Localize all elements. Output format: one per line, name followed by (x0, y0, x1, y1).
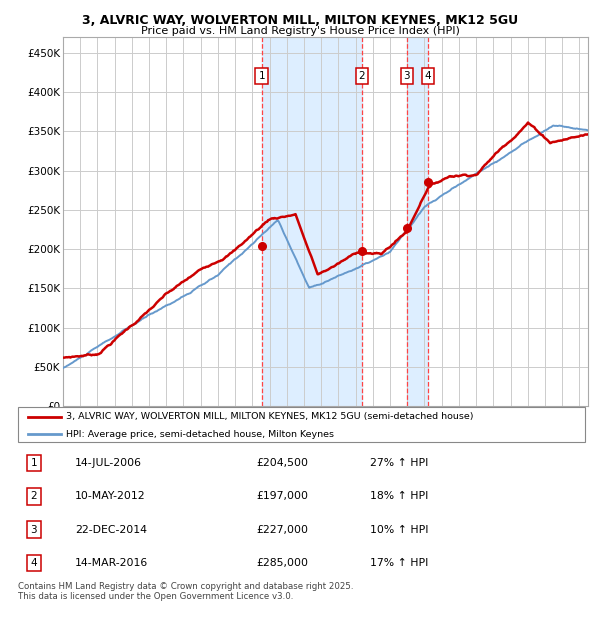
Text: 22-DEC-2014: 22-DEC-2014 (75, 525, 146, 534)
Text: 18% ↑ HPI: 18% ↑ HPI (370, 492, 428, 502)
Text: 2: 2 (359, 71, 365, 81)
Text: 27% ↑ HPI: 27% ↑ HPI (370, 458, 428, 468)
Text: £197,000: £197,000 (256, 492, 308, 502)
FancyBboxPatch shape (18, 407, 585, 442)
Bar (407, 37, 428, 406)
Text: £227,000: £227,000 (256, 525, 308, 534)
Bar (262, 37, 362, 406)
Text: £285,000: £285,000 (256, 558, 308, 568)
Text: 14-JUL-2006: 14-JUL-2006 (75, 458, 142, 468)
Text: 1: 1 (259, 71, 265, 81)
Text: Price paid vs. HM Land Registry's House Price Index (HPI): Price paid vs. HM Land Registry's House … (140, 26, 460, 36)
Text: 2: 2 (31, 492, 37, 502)
Text: 10-MAY-2012: 10-MAY-2012 (75, 492, 145, 502)
Text: 10% ↑ HPI: 10% ↑ HPI (370, 525, 428, 534)
Text: 1: 1 (31, 458, 37, 468)
Text: 14-MAR-2016: 14-MAR-2016 (75, 558, 148, 568)
Text: 17% ↑ HPI: 17% ↑ HPI (370, 558, 428, 568)
Text: 3, ALVRIC WAY, WOLVERTON MILL, MILTON KEYNES, MK12 5GU (semi-detached house): 3, ALVRIC WAY, WOLVERTON MILL, MILTON KE… (66, 412, 473, 421)
Text: 3: 3 (404, 71, 410, 81)
Text: £204,500: £204,500 (256, 458, 308, 468)
Text: 3, ALVRIC WAY, WOLVERTON MILL, MILTON KEYNES, MK12 5GU: 3, ALVRIC WAY, WOLVERTON MILL, MILTON KE… (82, 14, 518, 27)
Text: Contains HM Land Registry data © Crown copyright and database right 2025.
This d: Contains HM Land Registry data © Crown c… (18, 582, 353, 601)
Text: 4: 4 (31, 558, 37, 568)
Text: 4: 4 (425, 71, 431, 81)
Text: HPI: Average price, semi-detached house, Milton Keynes: HPI: Average price, semi-detached house,… (66, 430, 334, 439)
Text: 3: 3 (31, 525, 37, 534)
